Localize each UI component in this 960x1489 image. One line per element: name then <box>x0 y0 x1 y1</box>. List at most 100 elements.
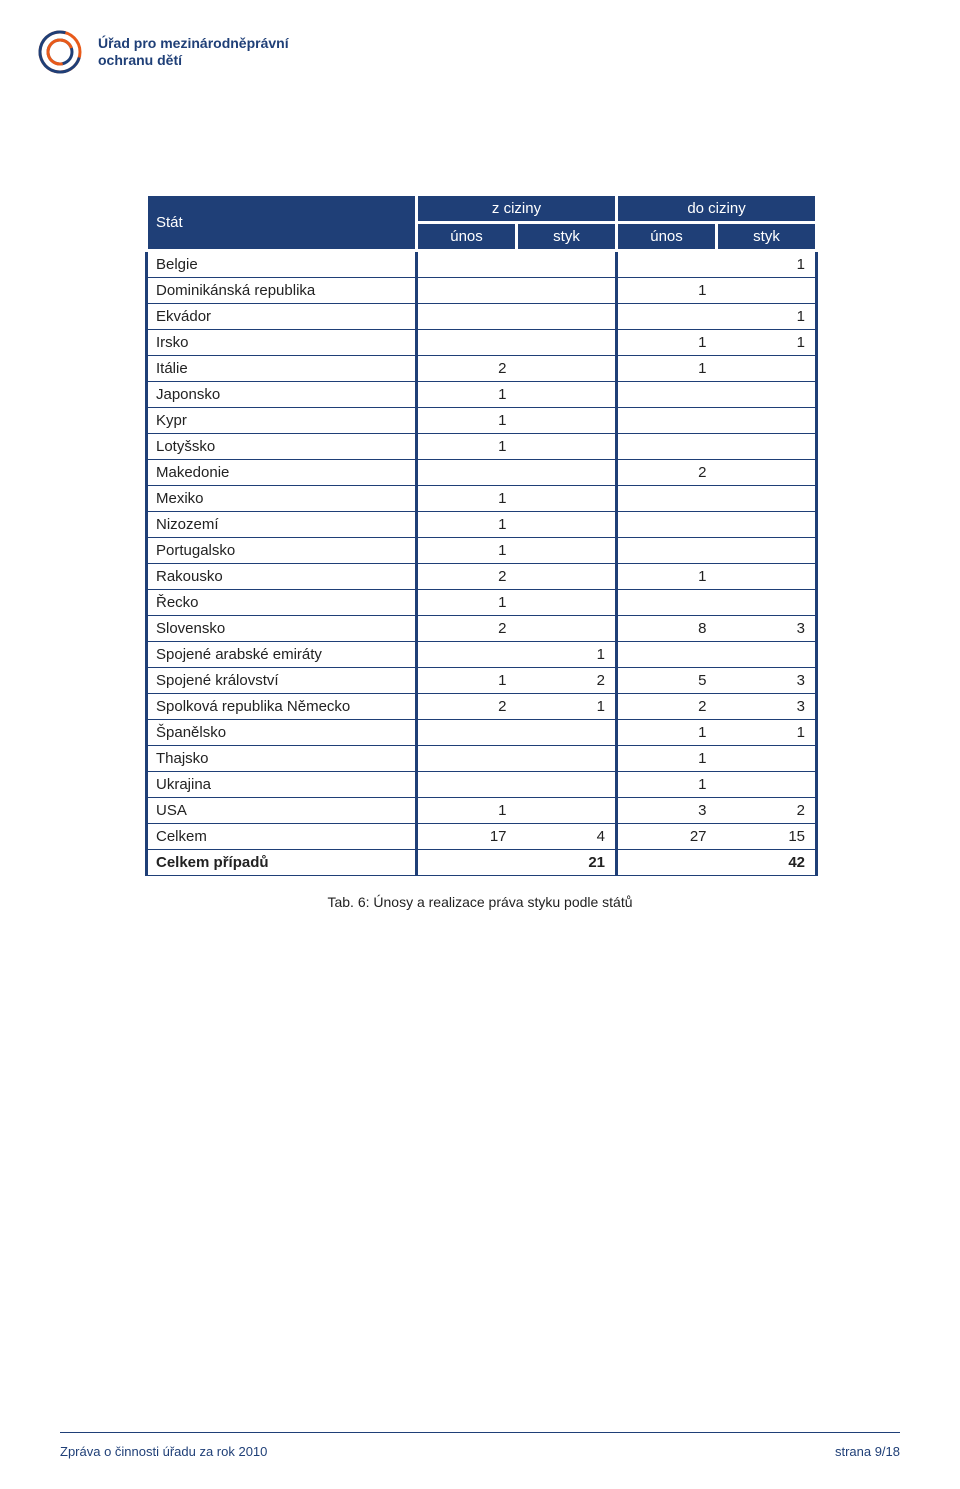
cell-value: 1 <box>417 538 517 564</box>
cell-value <box>517 356 617 382</box>
cell-state: Ekvádor <box>147 304 417 330</box>
cell-value <box>517 590 617 616</box>
table-row: Irsko11 <box>147 330 817 356</box>
table-row: Itálie21 <box>147 356 817 382</box>
logo-icon <box>36 28 84 76</box>
cell-value <box>417 746 517 772</box>
cell-value <box>417 251 517 278</box>
table-row: Slovensko283 <box>147 616 817 642</box>
cell-value <box>617 538 717 564</box>
table-row: Nizozemí1 <box>147 512 817 538</box>
table-row: Lotyšsko1 <box>147 434 817 460</box>
cell-value: 1 <box>417 668 517 694</box>
cell-value: 3 <box>717 668 817 694</box>
cell-state: Spojené království <box>147 668 417 694</box>
cell-value: 2 <box>417 564 517 590</box>
table-row: Spolková republika Německo2123 <box>147 694 817 720</box>
cell-cases-to: 42 <box>617 850 817 876</box>
cell-state: Japonsko <box>147 382 417 408</box>
table-row: Rakousko2 1 <box>147 564 817 590</box>
cell-state: Španělsko <box>147 720 417 746</box>
cell-state: Portugalsko <box>147 538 417 564</box>
page-header: Úřad pro mezinárodněprávní ochranu dětí <box>0 28 960 76</box>
cell-value <box>617 590 717 616</box>
table-row-total: Celkem1742715 <box>147 824 817 850</box>
cell-value <box>517 251 617 278</box>
cell-value: 1 <box>717 304 817 330</box>
cell-value: 1 <box>517 694 617 720</box>
cell-value <box>417 642 517 668</box>
cell-value: 2 <box>717 798 817 824</box>
table-row: Ukrajina1 <box>147 772 817 798</box>
col-state: Stát <box>147 196 417 251</box>
cell-value: 2 <box>417 694 517 720</box>
cell-value: 17 <box>417 824 517 850</box>
footer-right: strana 9/18 <box>835 1444 900 1459</box>
cell-value: 1 <box>417 512 517 538</box>
table-row: Thajsko 1 <box>147 746 817 772</box>
cell-value: 2 <box>517 668 617 694</box>
cell-value: 1 <box>617 746 717 772</box>
cell-value: 1 <box>617 720 717 746</box>
col-from-styk: styk <box>517 223 617 251</box>
cell-value <box>717 746 817 772</box>
cell-value <box>517 408 617 434</box>
cell-value <box>517 720 617 746</box>
cell-value <box>517 538 617 564</box>
cell-cases-label: Celkem případů <box>147 850 417 876</box>
cell-value: 15 <box>717 824 817 850</box>
org-name: Úřad pro mezinárodněprávní ochranu dětí <box>98 35 289 69</box>
cell-value <box>517 304 617 330</box>
cell-value <box>617 382 717 408</box>
page-footer: Zpráva o činnosti úřadu za rok 2010 stra… <box>60 1444 900 1459</box>
cell-state: Belgie <box>147 251 417 278</box>
cell-value <box>517 460 617 486</box>
cell-value <box>517 746 617 772</box>
cell-value <box>617 512 717 538</box>
cell-value: 8 <box>617 616 717 642</box>
cell-value: 1 <box>417 408 517 434</box>
cell-value <box>517 616 617 642</box>
cell-value <box>717 538 817 564</box>
cell-state: Rakousko <box>147 564 417 590</box>
cell-value: 3 <box>717 616 817 642</box>
cell-value: 1 <box>617 564 717 590</box>
cell-value <box>417 720 517 746</box>
table-row-cases: Celkem případů2142 <box>147 850 817 876</box>
cell-value: 1 <box>417 486 517 512</box>
cell-value: 1 <box>617 330 717 356</box>
col-to-unos: únos <box>617 223 717 251</box>
cell-value <box>417 278 517 304</box>
cell-state: USA <box>147 798 417 824</box>
table-caption: Tab. 6: Únosy a realizace práva styku po… <box>145 894 815 910</box>
cell-value <box>517 564 617 590</box>
cell-value <box>517 330 617 356</box>
cell-value <box>517 382 617 408</box>
cell-value: 2 <box>417 616 517 642</box>
cell-value <box>617 304 717 330</box>
table-row: Spojené arabské emiráty1 <box>147 642 817 668</box>
cell-state: Nizozemí <box>147 512 417 538</box>
cell-state: Thajsko <box>147 746 417 772</box>
cell-value: 1 <box>417 798 517 824</box>
cell-value: 2 <box>417 356 517 382</box>
cell-value <box>717 382 817 408</box>
cell-value <box>717 460 817 486</box>
cell-value <box>717 772 817 798</box>
cell-value <box>417 460 517 486</box>
table-row: Kypr1 <box>147 408 817 434</box>
cell-value <box>517 772 617 798</box>
cell-value <box>717 434 817 460</box>
cell-state: Kypr <box>147 408 417 434</box>
table-row: Ekvádor 1 <box>147 304 817 330</box>
cell-value <box>717 486 817 512</box>
colgroup-from: z ciziny <box>417 196 617 223</box>
colgroup-to: do ciziny <box>617 196 817 223</box>
cell-value <box>417 330 517 356</box>
cell-value: 5 <box>617 668 717 694</box>
col-from-unos: únos <box>417 223 517 251</box>
table-row: Mexiko1 <box>147 486 817 512</box>
org-name-line2: ochranu dětí <box>98 52 289 69</box>
cell-value <box>517 278 617 304</box>
cell-value <box>417 304 517 330</box>
